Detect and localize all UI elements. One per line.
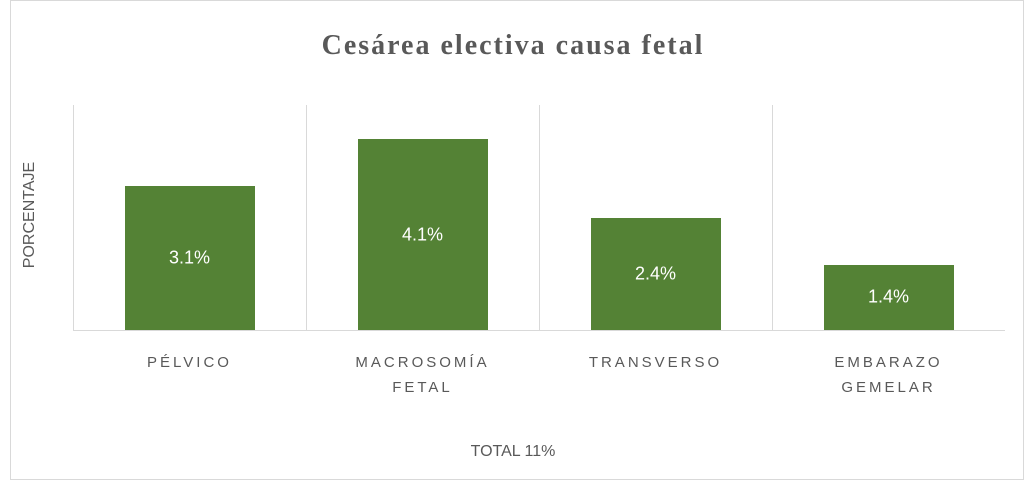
- y-axis-label: PORCENTAJE: [21, 161, 38, 269]
- separator: [73, 105, 74, 331]
- x-tick-label: TRANSVERSO: [588, 354, 723, 371]
- bar: [124, 185, 255, 330]
- separator: [772, 105, 773, 331]
- x-axis-label: TOTAL 11%: [470, 443, 556, 460]
- x-tick-label: PÉLVICO: [147, 354, 232, 371]
- value-label: 1.4%: [867, 286, 910, 307]
- value-label: 3.1%: [168, 247, 211, 268]
- x-tick-label: EMBARAZO GEMELAR: [834, 354, 943, 396]
- x-tick-label: MACROSOMÍA FETAL: [355, 354, 490, 396]
- page: Cesárea electiva causa fetal PORCENTAJE …: [10, 0, 1024, 480]
- bar: [823, 264, 954, 330]
- separator: [539, 105, 540, 331]
- value-label: 4.1%: [401, 224, 444, 244]
- bar: [357, 139, 488, 330]
- chart-title: Cesárea electiva causa fetal: [321, 30, 705, 61]
- value-label: 2.4%: [634, 263, 677, 284]
- bar: [590, 218, 721, 330]
- separator: [306, 105, 307, 331]
